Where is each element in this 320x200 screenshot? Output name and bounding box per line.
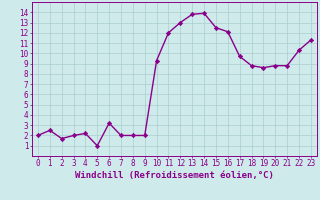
X-axis label: Windchill (Refroidissement éolien,°C): Windchill (Refroidissement éolien,°C) bbox=[75, 171, 274, 180]
